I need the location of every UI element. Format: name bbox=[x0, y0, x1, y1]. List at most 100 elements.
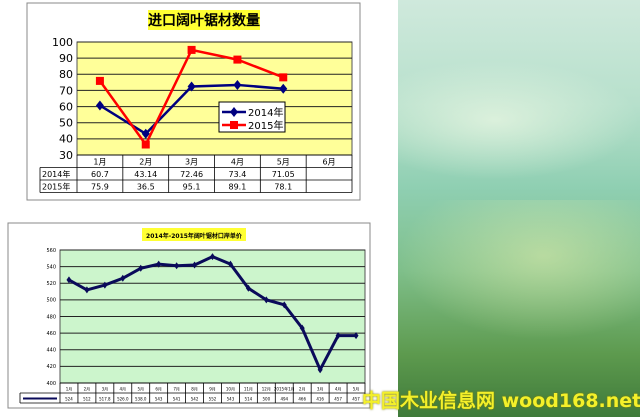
legend-label: 2014年 bbox=[248, 106, 283, 119]
table-value: 75.9 bbox=[91, 182, 109, 191]
data-point-diamond bbox=[120, 274, 126, 282]
data-point-diamond bbox=[66, 276, 72, 284]
data-point-diamond bbox=[192, 261, 198, 269]
y-tick-label: 520 bbox=[46, 281, 56, 287]
table-row-label: 2014年 bbox=[42, 169, 70, 179]
category-label: 7月 bbox=[173, 387, 180, 392]
data-point-diamond bbox=[84, 286, 90, 294]
table-value: 524 bbox=[65, 397, 73, 402]
table-value: 78.1 bbox=[274, 182, 292, 191]
legend-label: 2015年 bbox=[248, 119, 283, 132]
table-row-label: 2015年 bbox=[42, 181, 70, 191]
table-value: 517.8 bbox=[99, 397, 111, 402]
table-value: 538.0 bbox=[135, 397, 147, 402]
chart-title: 2014年-2015年阔叶锯材口岸单价 bbox=[146, 232, 243, 240]
table-value: 457 bbox=[352, 397, 360, 402]
category-label: 6月 bbox=[155, 387, 162, 392]
category-label: 8月 bbox=[191, 387, 198, 392]
data-point-square bbox=[187, 45, 196, 54]
table-value: 542 bbox=[191, 397, 199, 402]
title-highlight bbox=[148, 10, 260, 30]
data-point-diamond bbox=[138, 264, 144, 272]
category-label: 9月 bbox=[209, 387, 216, 392]
data-point-square bbox=[279, 73, 288, 82]
title-highlight bbox=[142, 228, 246, 241]
data-point-diamond bbox=[263, 296, 269, 304]
y-tick-label: 560 bbox=[46, 248, 56, 254]
data-point-diamond bbox=[245, 284, 251, 292]
table-value: 541 bbox=[173, 397, 181, 402]
table-value: 89.1 bbox=[229, 182, 247, 191]
import-volume-chart: 进口阔叶锯材数量 30 40 50 60 70 80 90 100 1月 2月 3月 4月 5月 6月 20… bbox=[26, 2, 361, 201]
category-label: 4月 bbox=[231, 157, 244, 166]
table-value: 494 bbox=[280, 397, 288, 402]
y-tick-label: 70 bbox=[59, 84, 73, 97]
y-tick-label: 400 bbox=[46, 381, 56, 387]
table-value: 466 bbox=[298, 397, 306, 402]
data-point-diamond bbox=[187, 81, 196, 92]
y-tick-label: 60 bbox=[59, 100, 73, 113]
table-value: 543 bbox=[227, 397, 235, 402]
table-value: 512 bbox=[83, 397, 91, 402]
table-value: 71.05 bbox=[272, 170, 295, 179]
y-tick-label: 50 bbox=[59, 117, 73, 130]
data-point-diamond bbox=[281, 301, 287, 309]
data-point-diamond bbox=[299, 324, 305, 332]
table-value: 543 bbox=[155, 397, 163, 402]
data-point-diamond bbox=[210, 253, 215, 261]
table-value: 500 bbox=[263, 397, 271, 402]
data-point-square bbox=[141, 140, 150, 149]
unit-price-chart: 2014年-2015年阔叶锯材口岸单价 400 420 440 460 480 500 52… bbox=[7, 222, 371, 409]
data-point-diamond bbox=[233, 79, 242, 90]
y-tick-label: 540 bbox=[46, 264, 56, 270]
category-label: 2月 bbox=[139, 157, 152, 166]
data-point-square bbox=[233, 55, 242, 64]
y-tick-label: 90 bbox=[59, 52, 73, 65]
data-point-diamond bbox=[227, 260, 233, 268]
y-tick-label: 480 bbox=[46, 314, 56, 320]
table-value: 526.0 bbox=[117, 397, 129, 402]
data-point-diamond bbox=[174, 262, 180, 270]
category-label: 1月 bbox=[93, 157, 106, 166]
data-point-diamond bbox=[353, 332, 359, 340]
y-tick-label: 40 bbox=[59, 133, 73, 146]
category-label: 4月 bbox=[335, 387, 342, 392]
y-tick-label: 80 bbox=[59, 68, 73, 81]
category-label: 5月 bbox=[277, 157, 290, 166]
table-value: 36.5 bbox=[137, 182, 155, 191]
y-tick-label: 500 bbox=[46, 298, 56, 304]
category-label: 3月 bbox=[102, 387, 109, 392]
legend-marker bbox=[230, 107, 238, 117]
table-value: 552 bbox=[209, 397, 217, 402]
legend-marker bbox=[230, 121, 238, 129]
table-value: 60.7 bbox=[91, 170, 109, 179]
data-point-diamond bbox=[95, 100, 104, 111]
watermark: 中国木业信息网 wood168.net bbox=[362, 390, 640, 412]
data-point-diamond bbox=[141, 128, 150, 139]
y-tick-label: 460 bbox=[46, 331, 56, 337]
category-label: 10月 bbox=[226, 387, 235, 392]
y-tick-label: 420 bbox=[46, 364, 56, 370]
table-value: 95.1 bbox=[183, 182, 201, 191]
table-value: 514 bbox=[245, 397, 253, 402]
category-label: 5月 bbox=[353, 387, 360, 392]
category-label: 12月 bbox=[262, 387, 271, 392]
plot-area bbox=[76, 41, 353, 156]
misty-forest-photo bbox=[398, 0, 640, 417]
category-label: 3月 bbox=[185, 157, 198, 166]
category-label: 2月 bbox=[299, 387, 306, 392]
category-label: 1月 bbox=[66, 387, 73, 392]
data-point-diamond bbox=[317, 366, 323, 374]
table-value: 416 bbox=[316, 397, 324, 402]
table-value: 73.4 bbox=[229, 170, 247, 179]
category-label: 2月 bbox=[84, 387, 91, 392]
data-point-diamond bbox=[279, 83, 288, 94]
table-value: 457 bbox=[334, 397, 342, 402]
category-label: 4月 bbox=[120, 387, 127, 392]
y-tick-label: 30 bbox=[59, 149, 73, 162]
y-tick-label: 100 bbox=[52, 36, 73, 49]
data-point-diamond bbox=[335, 332, 341, 340]
data-point-square bbox=[95, 76, 104, 85]
category-label: 3月 bbox=[317, 387, 324, 392]
chart-title: 进口阔叶锯材数量 bbox=[148, 12, 260, 29]
